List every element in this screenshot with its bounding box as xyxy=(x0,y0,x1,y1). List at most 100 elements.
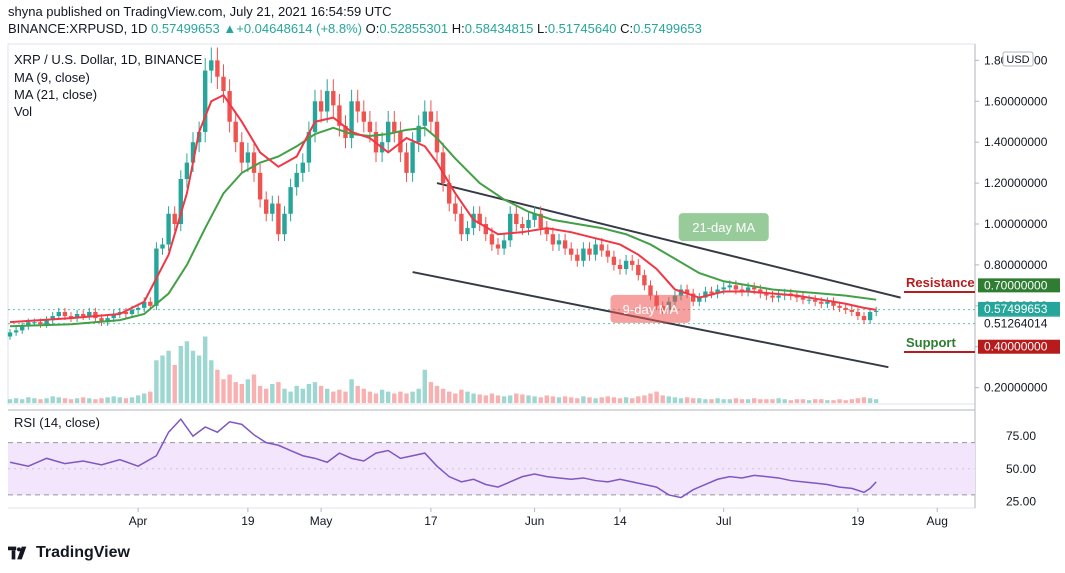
legend-entry: MA (21, close) xyxy=(14,87,97,102)
price-label-plain: 0.51264014 xyxy=(984,317,1048,331)
price-tick-label: 1.00000000 xyxy=(984,217,1048,231)
candle-body xyxy=(233,121,238,143)
volume-bar xyxy=(276,382,281,403)
candle-body xyxy=(7,332,13,337)
volume-bar xyxy=(50,396,55,403)
candle-body xyxy=(337,105,342,126)
volume-bar xyxy=(526,395,531,403)
candle-body xyxy=(135,307,141,310)
rsi-title: RSI (14, close) xyxy=(14,415,100,430)
volume-bar xyxy=(160,355,165,403)
candle-body xyxy=(74,314,80,319)
volume-bar xyxy=(337,389,342,403)
high-label: H: xyxy=(451,21,465,36)
volume-bar xyxy=(642,395,647,403)
volume-bar xyxy=(239,384,244,403)
volume-bar xyxy=(264,388,269,403)
volume-bar xyxy=(367,391,373,403)
candle-body xyxy=(532,213,537,220)
volume-bar xyxy=(709,399,714,403)
legend-entry: MA (9, close) xyxy=(14,70,90,85)
candle-body xyxy=(50,316,55,321)
candle-body xyxy=(264,199,269,214)
candle-body xyxy=(703,291,708,298)
candle-body xyxy=(221,76,226,92)
volume-bar xyxy=(855,398,861,403)
ohlc-line: BINANCE:XRPUSD, 1D 0.57499653 ▲+0.046486… xyxy=(8,21,702,36)
candle-body xyxy=(172,213,177,224)
candle-body xyxy=(508,213,513,241)
candle-body xyxy=(209,60,214,71)
candle-body xyxy=(538,213,543,229)
volume-bar xyxy=(471,393,476,403)
candle-body xyxy=(416,125,421,143)
volume-bar xyxy=(355,385,360,403)
candle-body xyxy=(526,219,531,229)
candle-body xyxy=(184,162,190,179)
horizontal-levels xyxy=(8,309,975,325)
candle-body xyxy=(575,254,580,261)
candle-body xyxy=(56,311,61,317)
candle-body xyxy=(26,322,31,327)
volume-bar xyxy=(831,400,836,403)
candle-body xyxy=(623,260,629,269)
candle-body xyxy=(752,287,757,290)
candle-body xyxy=(483,224,488,235)
volume-bar xyxy=(813,399,818,403)
candle-body xyxy=(392,121,397,132)
price-label-bg xyxy=(978,316,1060,331)
volume-bar xyxy=(203,336,208,403)
rsi-tick-label: 75.00 xyxy=(1006,429,1036,443)
volume-bar xyxy=(575,398,580,403)
volume-bar xyxy=(410,391,415,403)
candle-body xyxy=(404,152,409,173)
time-tick-label: Jul xyxy=(716,514,731,528)
price-tick-label: 0.80000000 xyxy=(984,258,1048,272)
candle-body xyxy=(129,309,135,314)
candle-body xyxy=(800,297,806,300)
candle-body xyxy=(282,213,287,235)
volume-bar xyxy=(556,397,562,403)
price-label-resistance: 0.70000000 xyxy=(984,278,1048,292)
volume-bar xyxy=(562,396,568,403)
time-tick-label: 14 xyxy=(613,514,627,528)
volume-bar xyxy=(373,393,379,403)
volume-bar xyxy=(520,394,525,403)
close-label: C: xyxy=(620,21,634,36)
volume-bar xyxy=(678,398,684,403)
candle-body xyxy=(764,293,769,296)
volume-bar xyxy=(733,398,739,403)
candle-body xyxy=(215,60,220,77)
low-label: L: xyxy=(537,21,548,36)
symbol-text: BINANCE:XRPUSD, 1D xyxy=(8,21,148,36)
volume-bar xyxy=(99,398,104,403)
candle-body xyxy=(581,248,586,261)
candle-body xyxy=(630,260,635,265)
candle-body xyxy=(44,320,49,325)
ma9-annotation-box xyxy=(610,294,691,323)
ma21-line xyxy=(9,126,877,328)
volume-bar xyxy=(800,399,806,403)
volume-bar xyxy=(758,399,763,403)
volume-bar xyxy=(111,396,116,403)
candle-body xyxy=(617,264,623,269)
brand-name: TradingView xyxy=(36,544,130,561)
volume-bar xyxy=(227,374,232,403)
candle-body xyxy=(306,131,312,163)
volume-bar xyxy=(648,393,653,403)
volume-bar xyxy=(721,399,726,403)
volume-bar xyxy=(398,391,403,403)
candle-body xyxy=(245,152,251,163)
volume-bar xyxy=(654,391,659,403)
ma21-annotation-box xyxy=(678,213,769,242)
tradingview-logo[interactable]: TradingView xyxy=(8,544,130,562)
volume-bar xyxy=(617,398,623,403)
moving-averages xyxy=(9,93,877,328)
volume-bar xyxy=(233,382,238,403)
time-tick-label: 17 xyxy=(424,514,438,528)
channel-upper-line xyxy=(436,182,901,299)
candle-body xyxy=(294,172,299,188)
candle-body xyxy=(599,244,604,251)
price-tick-label: 1.60000000 xyxy=(984,94,1048,108)
